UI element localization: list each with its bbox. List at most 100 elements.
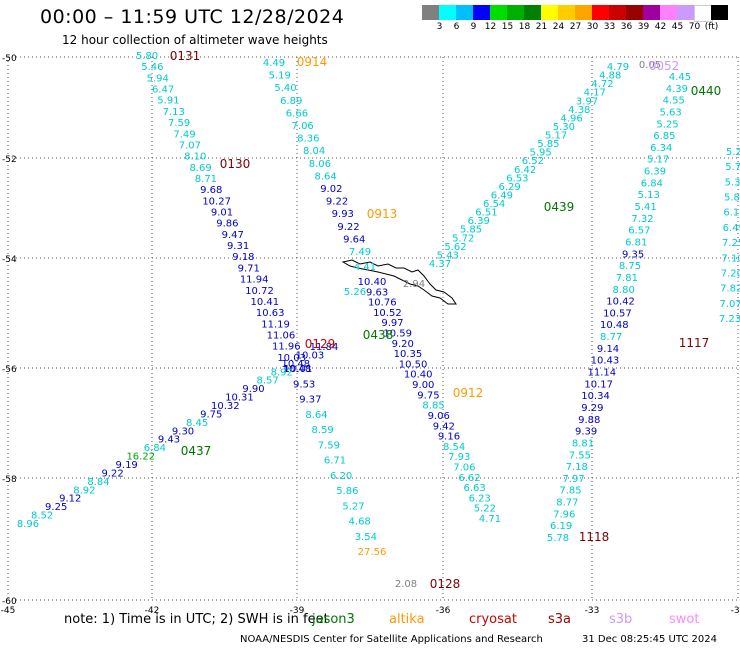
- satellite-legend-item: swot: [669, 612, 700, 627]
- map-title: 00:00 – 11:59 UTC 12/28/2024: [40, 6, 345, 28]
- wave-height-label: 8.77: [600, 332, 622, 343]
- wave-height-label: 8.45: [186, 418, 208, 429]
- wave-height-label: 11.94: [240, 275, 269, 286]
- wave-height-label: 9.39: [575, 427, 597, 438]
- scale-swatch: [524, 5, 541, 20]
- wave-height-label: 8.77: [556, 498, 578, 509]
- wave-height-label: 8.06: [309, 159, 331, 170]
- scale-swatch: [660, 5, 677, 20]
- wave-height-label: 9.02: [320, 184, 342, 195]
- scale-tick-label: 39: [637, 22, 650, 32]
- scale-tick-label: 42: [654, 22, 667, 32]
- map-grid: -50 -52 -54 -56 -58 -60-45 -42 -39 -36 -33 -30: [1, 54, 740, 616]
- wave-height-label: 8.04: [303, 146, 325, 157]
- latitude-label: -56: [2, 365, 17, 375]
- wave-height-label: 4.17: [584, 88, 606, 99]
- wave-height-label: 5.62: [444, 242, 466, 253]
- wave-height-label: 6.89: [280, 96, 302, 107]
- wave-height-label: 9.22: [326, 197, 348, 208]
- longitude-label: -30: [731, 606, 740, 616]
- wave-height-label: 4.71: [479, 514, 501, 525]
- longitude-label: -36: [436, 606, 451, 616]
- scale-swatch: [473, 5, 490, 20]
- wave-height-label: 8.80: [613, 285, 635, 296]
- scale-tick-label: 18: [518, 22, 531, 32]
- wave-height-label: 6.62: [458, 473, 480, 484]
- wave-height-label: 9.30: [172, 426, 194, 437]
- wave-height-label: 27.56: [358, 547, 387, 558]
- wave-height-label: 5.40: [274, 83, 296, 94]
- wave-height-label: 11.14: [587, 368, 616, 379]
- longitude-label: -39: [290, 606, 305, 616]
- wave-height-label: 7.32: [631, 214, 653, 225]
- wave-height-label: 4.41: [354, 262, 376, 273]
- wave-height-label: 6.49: [723, 223, 740, 234]
- scale-swatch: [643, 5, 660, 20]
- pass-time-label: 0438: [363, 328, 394, 342]
- wave-height-label: 5.63: [659, 107, 681, 118]
- scale-tick-label: 70: [688, 22, 701, 32]
- wave-height-label: 6.52: [522, 156, 544, 167]
- scale-tick-label: 15: [501, 22, 514, 32]
- wave-height-label: 5.13: [638, 190, 660, 201]
- wave-height-label: 10.27: [202, 196, 231, 207]
- wave-height-label: 4.39: [666, 84, 688, 95]
- scale-tick-label: 9: [470, 22, 477, 32]
- generated-timestamp: 31 Dec 08:25:45 UTC 2024: [582, 634, 717, 645]
- wave-height-label: 9.19: [116, 460, 138, 471]
- wave-height-label: 4.88: [599, 71, 621, 82]
- wave-height-label: 10.57: [603, 308, 632, 319]
- wave-height-label: 8.59: [312, 425, 334, 436]
- wave-height-label: 10.03: [277, 353, 306, 364]
- wave-height-label: 8.52: [31, 511, 53, 522]
- latitude-label: -52: [2, 155, 17, 165]
- wave-height-label: 10.41: [251, 297, 280, 308]
- wave-height-label: 6.53: [506, 173, 528, 184]
- wave-height-label: 10.48: [600, 320, 629, 331]
- wave-height-label: 6.71: [324, 456, 346, 467]
- scale-swatch: [456, 5, 473, 20]
- scale-tick-label: 36: [620, 22, 633, 32]
- satellite-legend-item: s3a: [548, 612, 572, 627]
- wave-height-label: 5.70: [725, 162, 740, 173]
- wave-height-label: 5.86: [336, 486, 358, 497]
- wave-height-label: 8.10: [184, 152, 206, 163]
- wave-height-label: 10.03: [296, 350, 325, 361]
- wave-height-label: 7.13: [163, 107, 185, 118]
- wave-height-label: 10.72: [245, 286, 274, 297]
- wave-height-label: 7.93: [448, 452, 470, 463]
- pass-time-label: 0128: [430, 577, 461, 591]
- wave-height-label: 9.42: [433, 421, 455, 432]
- wave-height-label: 5.78: [547, 533, 569, 544]
- wave-height-label: 7.81: [616, 273, 638, 284]
- wave-height-label: 16.22: [126, 452, 155, 463]
- scale-swatch: [711, 5, 728, 20]
- wave-height-label: 5.17: [647, 155, 669, 166]
- wave-height-label: 7.20: [721, 268, 740, 279]
- wave-height-label: 4.79: [607, 62, 629, 73]
- wave-height-label: 5.80: [136, 51, 158, 62]
- wave-height-label: 2.94: [403, 279, 425, 290]
- wave-height-label: 7.18: [566, 462, 588, 473]
- wave-height-label: 8.64: [305, 410, 327, 421]
- wave-height-label: 10.59: [383, 329, 412, 340]
- wave-height-label: 6.19: [550, 521, 572, 532]
- wave-height-label: 2.08: [395, 579, 417, 590]
- wave-height-label: 6.23: [469, 493, 491, 504]
- wave-height-label: 10.52: [373, 308, 402, 319]
- wave-height-label: 6.85: [653, 131, 675, 142]
- scale-swatch: [490, 5, 507, 20]
- wave-height-label: 9.18: [232, 252, 254, 263]
- scale-tick-label: 3: [436, 22, 443, 32]
- wave-height-label: 10.17: [584, 379, 613, 390]
- wave-height-label: 7.07: [720, 299, 740, 310]
- wave-height-label: 10.32: [211, 401, 240, 412]
- scale-swatch: [439, 5, 456, 20]
- wave-height-label: 9.37: [299, 395, 321, 406]
- scale-tick-label: 24: [552, 22, 565, 32]
- wave-height-label: 10.63: [256, 308, 285, 319]
- wave-height-label: 6.47: [152, 85, 174, 96]
- wave-height-label: 5.19: [269, 71, 291, 82]
- wave-height-label: 6.39: [644, 167, 666, 178]
- wave-height-label: 10.35: [394, 349, 423, 360]
